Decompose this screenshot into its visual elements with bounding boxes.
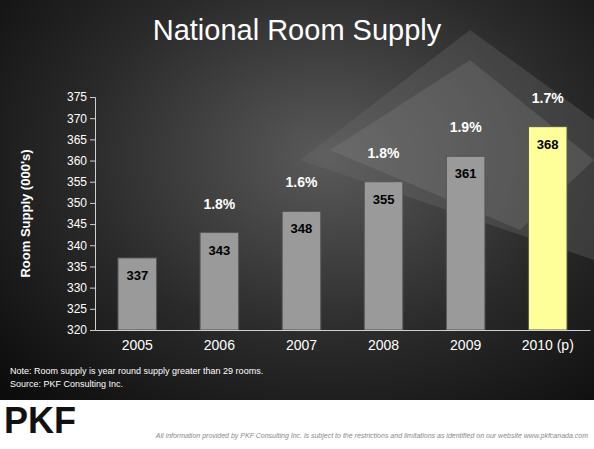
y-tick: 350	[67, 196, 95, 210]
y-tick: 335	[67, 260, 95, 274]
y-tick: 340	[67, 239, 95, 253]
y-axis-line	[90, 98, 96, 331]
y-tick: 365	[67, 133, 95, 147]
bar	[446, 156, 485, 330]
y-tick-mark	[90, 288, 95, 289]
y-tick: 325	[67, 302, 95, 316]
y-tick-label: 360	[67, 154, 87, 168]
bars	[118, 127, 567, 330]
note: Note: Room supply is year round supply g…	[10, 366, 263, 376]
x-tick: 2007	[286, 337, 317, 353]
y-tick-mark	[90, 118, 95, 119]
y-tick: 370	[67, 112, 95, 126]
bar	[364, 182, 403, 330]
y-tick: 345	[67, 217, 95, 231]
y-tick-mark	[90, 266, 95, 267]
data-label: 337	[126, 268, 148, 283]
y-axis-title: Room Supply (000's)	[18, 149, 33, 277]
x-tick-label: 2005	[122, 337, 153, 353]
data-label: 348	[291, 221, 313, 236]
data-label: 343	[209, 243, 231, 258]
x-tick: 2009	[450, 337, 481, 353]
y-axis: 320 325 330 335 340 345 350 355 360 365 370 375	[67, 90, 96, 337]
growth-label: 1.9%	[450, 119, 482, 135]
y-tick: 355	[67, 175, 95, 189]
x-axis: 2005 2006 2007 2008 2009 2010 (p)	[96, 331, 591, 353]
x-tick-label: 2007	[286, 337, 317, 353]
bar	[282, 211, 321, 330]
y-tick-label: 330	[67, 281, 87, 295]
logo: PKF	[4, 400, 76, 441]
growth-label: 1.6%	[285, 174, 317, 190]
y-tick: 330	[67, 281, 95, 295]
x-tick: 2006	[204, 337, 235, 353]
bar	[528, 127, 567, 330]
x-tick-label: 2006	[204, 337, 235, 353]
y-tick: 320	[67, 323, 95, 337]
y-tick-mark	[90, 97, 95, 98]
y-tick-label: 355	[67, 175, 87, 189]
bar	[200, 233, 239, 330]
y-tick-label: 320	[67, 323, 87, 337]
bar	[118, 258, 157, 330]
y-tick-mark	[90, 139, 95, 140]
data-label: 368	[537, 137, 559, 152]
growth-label: 1.7%	[532, 90, 564, 106]
x-tick-label: 2008	[368, 337, 399, 353]
x-tick: 2008	[368, 337, 399, 353]
x-tick-label: 2009	[450, 337, 481, 353]
y-tick-mark	[90, 182, 95, 183]
title: National Room Supply	[153, 14, 442, 46]
footer-band	[0, 400, 594, 449]
growth-label: 1.8%	[368, 145, 400, 161]
y-tick-label: 335	[67, 260, 87, 274]
chart: National Room Supply Room Supply (000's) 3…	[0, 0, 594, 449]
y-tick-label: 365	[67, 133, 87, 147]
footer: All information provided by PKF Consulti…	[155, 432, 588, 440]
y-tick-label: 375	[67, 90, 87, 104]
y-tick-mark	[90, 224, 95, 225]
background	[0, 0, 594, 449]
x-axis-line	[96, 330, 591, 331]
y-tick-label: 345	[67, 217, 87, 231]
y-tick-mark	[90, 161, 95, 162]
data-label: 361	[455, 166, 477, 181]
y-tick-label: 370	[67, 112, 87, 126]
y-tick-mark	[90, 245, 95, 246]
y-tick: 360	[67, 154, 95, 168]
y-tick-mark	[90, 203, 95, 204]
x-tick: 2005	[122, 337, 153, 353]
y-tick-label: 350	[67, 196, 87, 210]
data-label: 355	[373, 192, 395, 207]
y-tick-mark	[90, 309, 95, 310]
x-tick: 2010 (p)	[522, 337, 574, 353]
growth-label: 1.8%	[203, 196, 235, 212]
y-tick-label: 325	[67, 302, 87, 316]
y-tick-mark	[90, 330, 95, 331]
x-tick-label: 2010 (p)	[522, 337, 574, 353]
source: Source: PKF Consulting Inc.	[10, 379, 123, 389]
y-tick-label: 340	[67, 239, 87, 253]
y-tick: 375	[67, 90, 95, 104]
